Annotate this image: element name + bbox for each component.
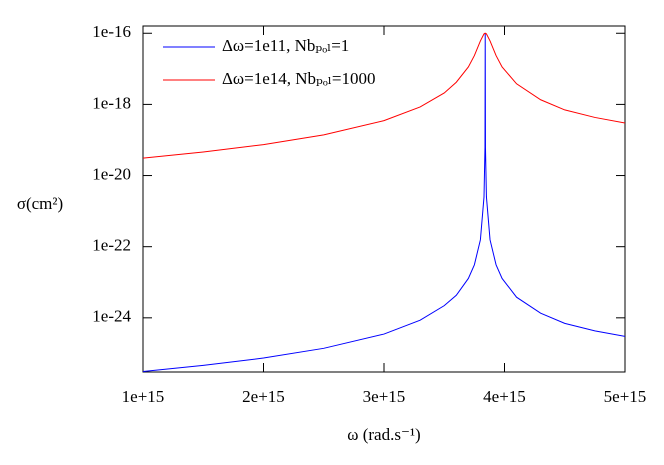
- series-line: [143, 33, 625, 372]
- y-tick-label: 1e-18: [92, 93, 131, 112]
- plot-frame: [142, 25, 626, 373]
- x-tick-label: 2e+15: [242, 387, 285, 406]
- y-tick-label: 1e-24: [92, 307, 131, 326]
- legend-label: Δω=1e11, Nbₚₒₗ=1: [222, 36, 349, 55]
- x-tick-label: 5e+15: [604, 387, 647, 406]
- y-tick-label: 1e-16: [92, 22, 131, 41]
- y-tick-label: 1e-20: [92, 164, 131, 183]
- y-axis-label: σ(cm²): [17, 194, 63, 213]
- x-tick-label: 4e+15: [483, 387, 526, 406]
- legend-label: Δω=1e14, Nbₚₒₗ=1000: [222, 69, 375, 88]
- x-tick-label: 3e+15: [363, 387, 406, 406]
- series-line: [143, 32, 625, 159]
- x-tick-label: 1e+15: [122, 387, 165, 406]
- y-tick-label: 1e-22: [92, 236, 131, 255]
- x-axis-label: ω (rad.s⁻¹): [347, 425, 420, 444]
